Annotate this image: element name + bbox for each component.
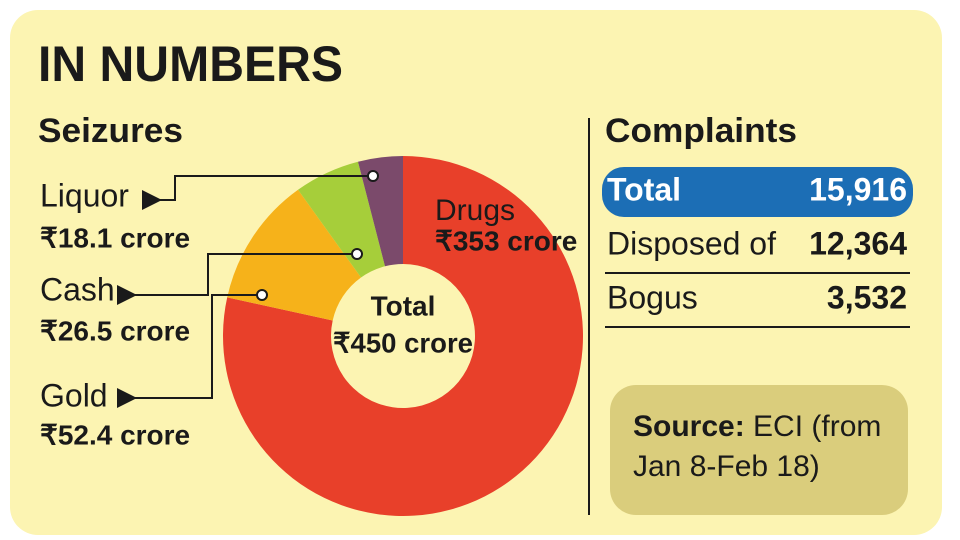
leader	[142, 175, 373, 210]
slice	[357, 156, 403, 267]
row-label: Bogus	[607, 279, 698, 315]
slice-label: Liquor	[40, 177, 129, 213]
donut	[223, 156, 584, 516]
slice-value-label: ₹52.4 crore	[40, 419, 190, 450]
slice-label: Gold	[40, 377, 108, 413]
slice-value-label: ₹353 crore	[435, 225, 577, 256]
highlight-row	[602, 167, 913, 217]
source-label: Source:	[633, 410, 745, 443]
row-label: Total	[607, 171, 681, 207]
complaints-title: Complaints	[605, 112, 797, 150]
slice	[223, 156, 584, 516]
source-box	[610, 385, 908, 515]
row-value: 15,916	[809, 171, 907, 207]
chart-title: Seizures	[38, 112, 183, 150]
leader	[117, 294, 262, 408]
slice-label: Drugs	[435, 194, 515, 227]
source: Source: ECI (from	[633, 410, 881, 443]
slice-value-label: ₹18.1 crore	[40, 222, 190, 253]
complaints-table: Total 15,916 Disposed of 12,364 Bogus 3,532	[607, 171, 907, 315]
leader-dot	[351, 248, 363, 260]
slice-label: Cash	[40, 271, 115, 307]
center-label: ₹450 crore	[333, 327, 473, 358]
leader	[117, 253, 357, 305]
leader-dot	[256, 289, 268, 301]
row-value: 3,532	[827, 279, 907, 315]
leader-dot	[367, 170, 379, 182]
row-value: 12,364	[809, 225, 907, 261]
center-label: Total	[371, 290, 436, 321]
source-text: Jan 8-Feb 18)	[633, 450, 820, 483]
source-text: ECI (from	[753, 410, 881, 443]
title: IN NUMBERS	[38, 36, 343, 92]
slice	[227, 189, 362, 321]
slice-value-label: ₹26.5 crore	[40, 315, 190, 346]
row-label: Disposed of	[607, 225, 776, 261]
slice	[298, 161, 385, 278]
